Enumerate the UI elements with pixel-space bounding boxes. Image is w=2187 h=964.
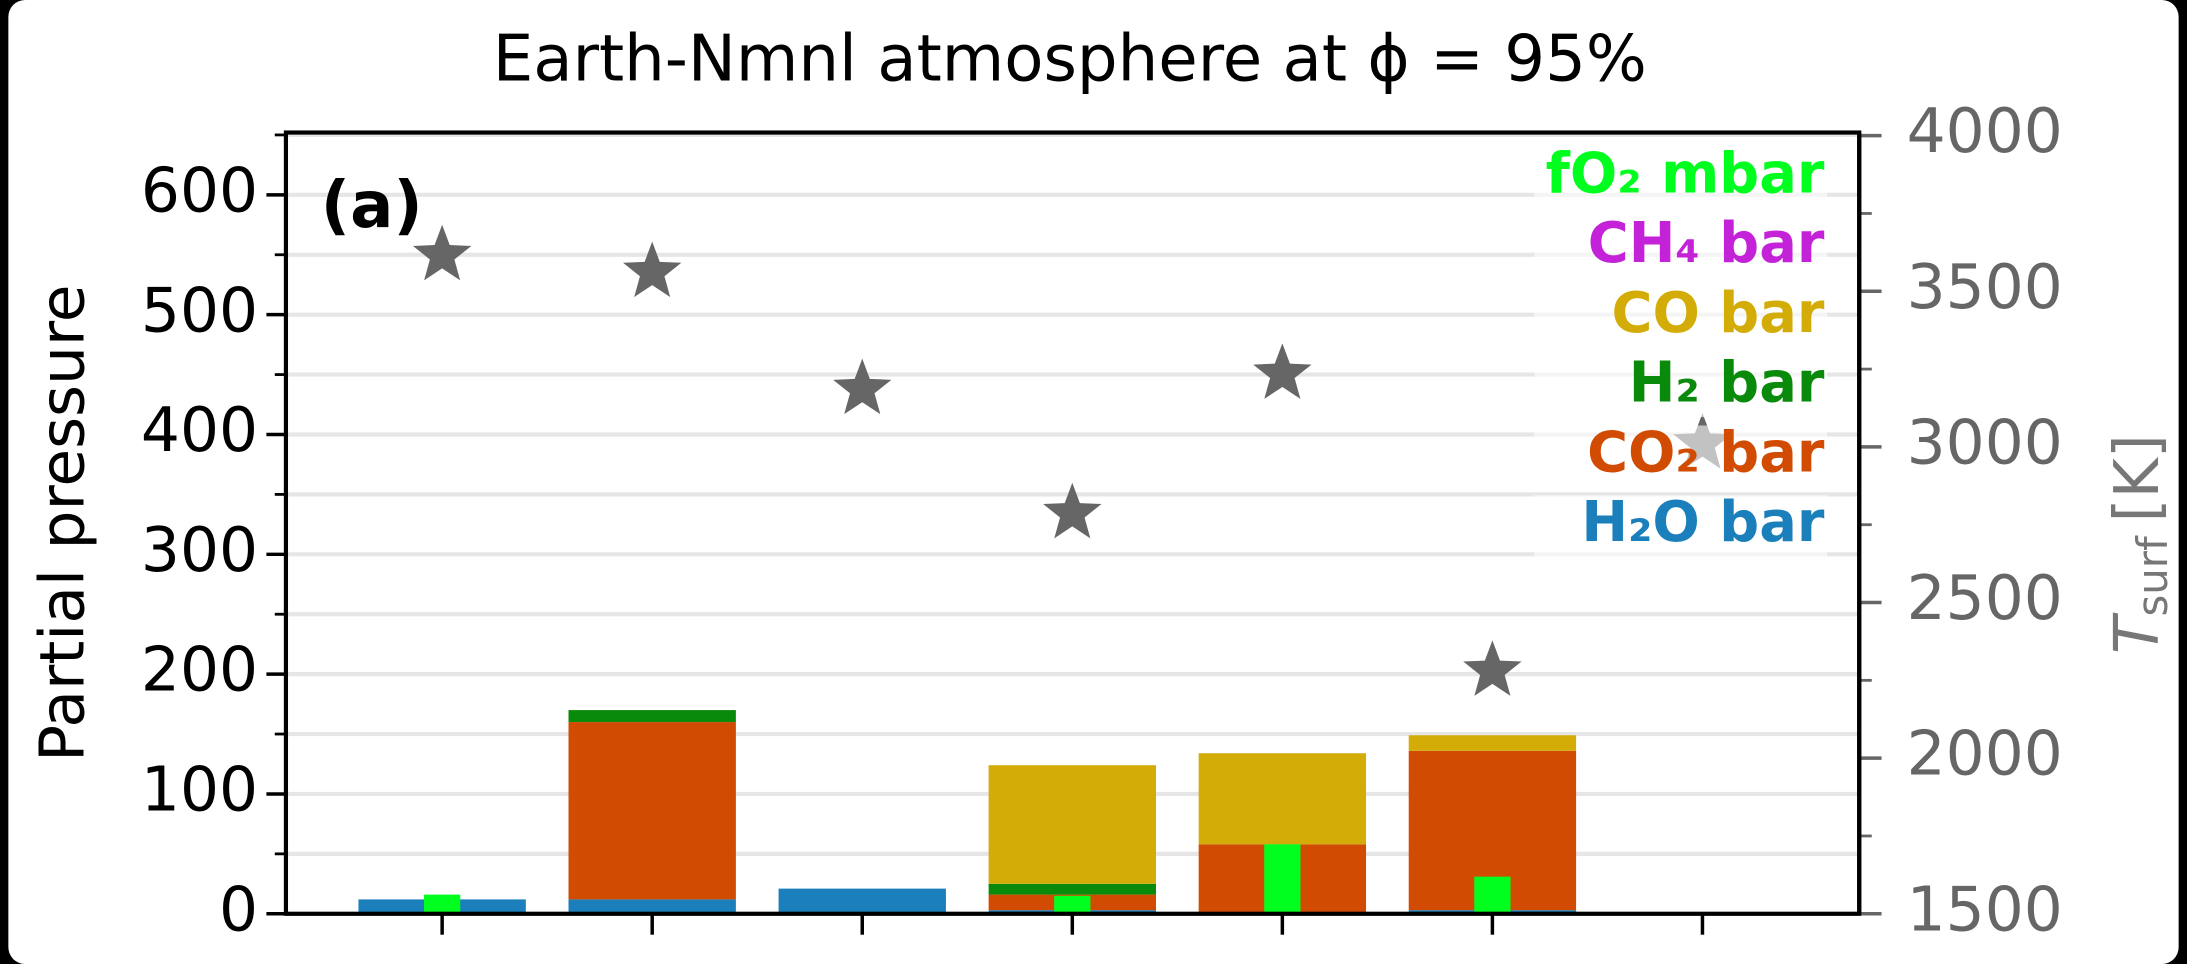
y-tick-label: 300 (141, 515, 258, 586)
star-marker (1043, 482, 1102, 539)
y2-tick-label: 1500 (1907, 874, 2063, 945)
y2-tick-label: 3500 (1907, 252, 2063, 323)
star-marker (1463, 640, 1522, 696)
bar-segment (988, 883, 1156, 895)
bar-segment (568, 722, 736, 900)
legend-bg (1534, 425, 1828, 487)
star-marker (833, 358, 892, 415)
overlay-bar (1054, 895, 1091, 914)
y-tick-label: 200 (141, 635, 258, 706)
legend-bg (1534, 146, 1828, 208)
legend-bg (1534, 355, 1828, 418)
y2-tick-label: 2000 (1907, 719, 2063, 790)
bar-segment (1408, 735, 1577, 751)
y-tick-label: 600 (141, 155, 258, 226)
y-tick-label: 400 (141, 395, 258, 466)
overlay-bar (1264, 844, 1301, 914)
legend-entry: CO bar (1612, 281, 1825, 346)
star-marker (412, 224, 472, 281)
y2-label-unit: [K] (2102, 434, 2173, 522)
y2-tick-label: 3000 (1907, 407, 2063, 478)
y2-label-subscript: surf (2127, 535, 2176, 617)
legend-bg (1534, 495, 1828, 557)
y-tick-label: 500 (141, 275, 258, 346)
y2-tick-label: 2500 (1907, 563, 2063, 634)
y-tick-label: 0 (219, 874, 258, 945)
overlay-bar (1474, 876, 1511, 914)
legend-entry: H₂O bar (1581, 490, 1824, 555)
chart-title: Earth-Nmnl atmosphere at ϕ = 95% (493, 21, 1647, 96)
y2-tick-label: 4000 (1907, 96, 2063, 167)
y-tick-label: 100 (141, 755, 258, 826)
overlay-bar (424, 894, 461, 914)
star-marker (1253, 343, 1312, 399)
panel-label: (a) (321, 168, 423, 243)
bar-segment (568, 899, 736, 914)
star-marker (623, 241, 682, 298)
legend-entry: CH₄ bar (1588, 211, 1825, 276)
legend-entry: CO₂ bar (1587, 420, 1825, 485)
y2-label-symbol: T (2102, 612, 2173, 654)
legend-entry: H₂ bar (1629, 351, 1825, 416)
bar-segment (1198, 753, 1367, 845)
bar-segment (568, 710, 736, 723)
legend-bg (1534, 216, 1828, 278)
bar-segment (988, 765, 1156, 884)
bar-segment (778, 888, 946, 914)
legend-bg (1534, 285, 1828, 348)
y-axis-label: Partial pressure (28, 284, 99, 761)
y2-axis-label: Tsurf [K] (2102, 434, 2177, 654)
legend-entry: fO₂ mbar (1546, 141, 1825, 206)
